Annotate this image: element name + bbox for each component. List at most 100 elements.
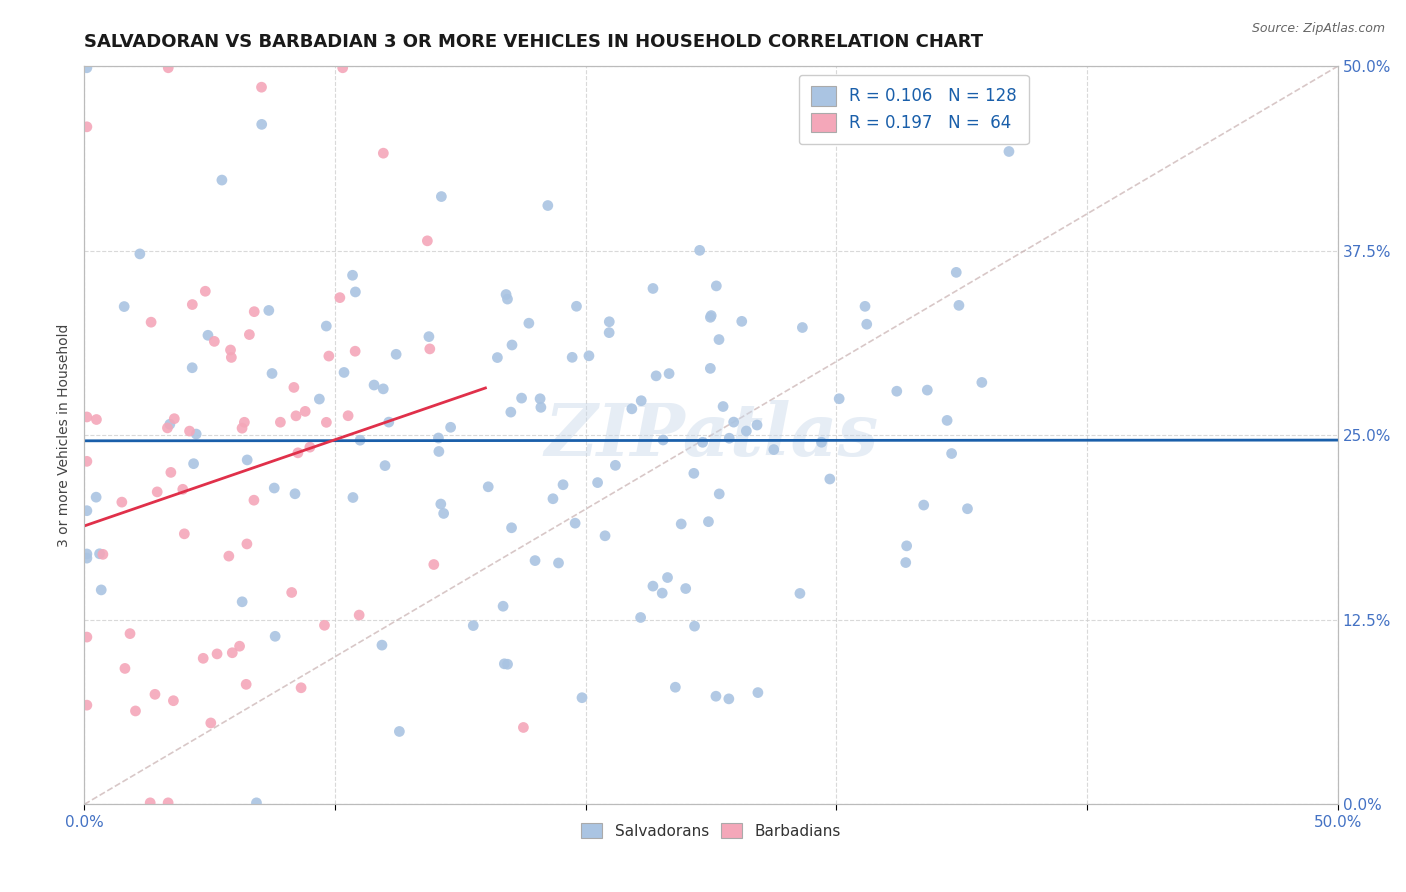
Point: [76, 551, 98, 566]
Point: [200, 715, 222, 730]
Point: [76, 698, 98, 713]
Point: [342, 268, 364, 283]
Point: [440, 420, 463, 434]
Point: [114, 661, 136, 675]
Point: [337, 409, 360, 423]
Point: [709, 487, 731, 501]
Point: [499, 405, 522, 419]
Point: [711, 400, 734, 414]
Point: [111, 495, 134, 509]
Point: [156, 421, 179, 435]
Point: [315, 319, 337, 334]
Point: [388, 724, 411, 739]
Point: [853, 299, 876, 313]
Point: [492, 599, 515, 614]
Point: [682, 467, 704, 481]
Point: [423, 558, 446, 572]
Point: [284, 487, 307, 501]
Point: [697, 515, 720, 529]
Point: [657, 570, 679, 584]
Point: [179, 424, 201, 438]
Point: [157, 796, 180, 810]
Point: [620, 401, 643, 416]
Point: [675, 582, 697, 596]
Point: [112, 300, 135, 314]
Point: [221, 646, 243, 660]
Point: [658, 367, 681, 381]
Point: [537, 198, 560, 212]
Point: [233, 415, 256, 429]
Point: [76, 504, 98, 518]
Point: [118, 626, 141, 640]
Point: [371, 638, 394, 652]
Point: [578, 349, 600, 363]
Point: [236, 537, 259, 551]
Point: [517, 316, 540, 330]
Point: [652, 433, 675, 447]
Point: [723, 415, 745, 429]
Point: [486, 351, 509, 365]
Legend: Salvadorans, Barbadians: Salvadorans, Barbadians: [575, 816, 848, 845]
Point: [260, 367, 283, 381]
Point: [731, 314, 754, 328]
Point: [193, 651, 215, 665]
Point: [84, 490, 107, 504]
Point: [172, 483, 194, 497]
Point: [238, 327, 260, 342]
Text: SALVADORAN VS BARBADIAN 3 OR MORE VEHICLES IN HOUSEHOLD CORRELATION CHART: SALVADORAN VS BARBADIAN 3 OR MORE VEHICL…: [84, 33, 984, 51]
Y-axis label: 3 or more Vehicles in Household: 3 or more Vehicles in Household: [58, 324, 72, 547]
Point: [664, 680, 686, 694]
Point: [373, 382, 395, 396]
Point: [76, 409, 98, 424]
Point: [494, 657, 516, 671]
Point: [332, 61, 354, 75]
Point: [159, 417, 181, 432]
Point: [221, 351, 243, 365]
Point: [90, 582, 112, 597]
Point: [314, 618, 336, 632]
Point: [936, 413, 959, 427]
Point: [598, 326, 620, 340]
Point: [593, 529, 616, 543]
Point: [160, 466, 183, 480]
Point: [529, 392, 551, 406]
Point: [146, 484, 169, 499]
Point: [86, 412, 108, 426]
Point: [76, 61, 98, 75]
Point: [463, 618, 485, 632]
Point: [219, 343, 242, 357]
Point: [495, 287, 517, 301]
Point: [173, 526, 195, 541]
Point: [605, 458, 627, 473]
Point: [264, 629, 287, 643]
Point: [139, 315, 162, 329]
Point: [329, 291, 352, 305]
Point: [250, 80, 273, 95]
Point: [378, 415, 401, 429]
Point: [561, 351, 583, 365]
Point: [855, 317, 877, 331]
Point: [294, 404, 316, 418]
Point: [76, 120, 98, 134]
Point: [704, 279, 727, 293]
Point: [181, 297, 204, 311]
Point: [810, 435, 832, 450]
Point: [651, 586, 673, 600]
Point: [941, 446, 963, 460]
Point: [707, 333, 730, 347]
Point: [501, 338, 523, 352]
Point: [948, 298, 970, 312]
Point: [218, 549, 240, 563]
Point: [683, 619, 706, 633]
Point: [510, 391, 533, 405]
Point: [89, 547, 111, 561]
Point: [257, 303, 280, 318]
Point: [385, 347, 408, 361]
Point: [373, 146, 395, 161]
Point: [347, 608, 370, 623]
Point: [344, 344, 367, 359]
Point: [496, 292, 519, 306]
Point: [530, 401, 553, 415]
Point: [547, 556, 569, 570]
Point: [349, 434, 371, 448]
